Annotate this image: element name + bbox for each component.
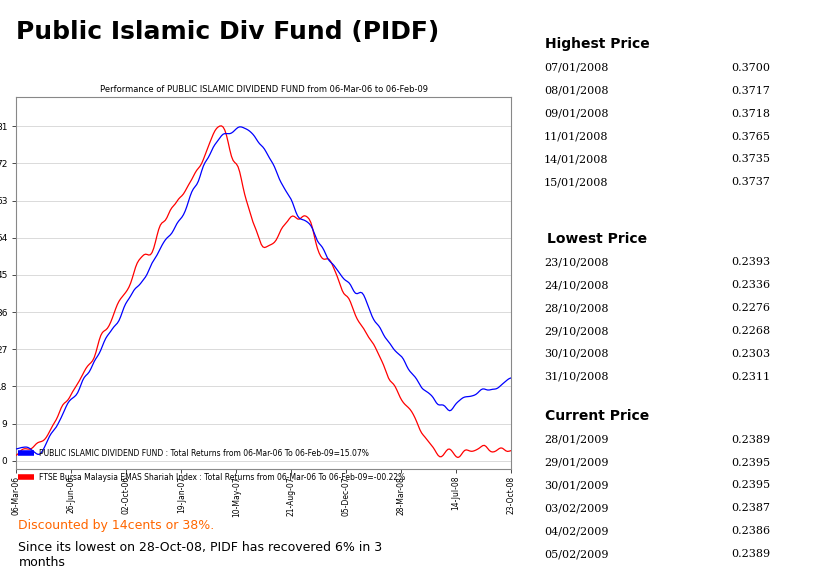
Text: 05/02/2009: 05/02/2009 (544, 549, 608, 559)
Text: 31/10/2008: 31/10/2008 (544, 372, 608, 382)
Text: 11/01/2008: 11/01/2008 (544, 132, 608, 141)
Text: 15/01/2008: 15/01/2008 (544, 177, 608, 187)
Text: 30/10/2008: 30/10/2008 (544, 349, 608, 359)
Text: FTSE Bursa Malaysia EMAS Shariah Index : Total Returns from 06-Mar-06 To 06-Feb-: FTSE Bursa Malaysia EMAS Shariah Index :… (39, 472, 405, 482)
Text: 0.2276: 0.2276 (732, 303, 770, 313)
Text: Public Islamic Div Fund (PIDF): Public Islamic Div Fund (PIDF) (16, 20, 440, 44)
Text: 09/01/2008: 09/01/2008 (544, 109, 608, 118)
Text: 30/01/2009: 30/01/2009 (544, 480, 608, 490)
Text: 0.2395: 0.2395 (732, 458, 770, 467)
Text: 28/01/2009: 28/01/2009 (544, 435, 608, 444)
Text: 0.2387: 0.2387 (732, 503, 770, 513)
Text: 14/01/2008: 14/01/2008 (544, 154, 608, 164)
Text: 29/01/2009: 29/01/2009 (544, 458, 608, 467)
Text: 0.3737: 0.3737 (732, 177, 770, 187)
Text: 0.2268: 0.2268 (732, 326, 770, 336)
Text: 28/10/2008: 28/10/2008 (544, 303, 608, 313)
Text: 07/01/2008: 07/01/2008 (544, 63, 608, 73)
Text: Discounted by 14cents or 38%.: Discounted by 14cents or 38%. (18, 519, 215, 532)
Text: 0.2393: 0.2393 (732, 257, 770, 267)
Text: Current Price: Current Price (545, 409, 649, 423)
Text: 23/10/2008: 23/10/2008 (544, 257, 608, 267)
Text: 0.2336: 0.2336 (732, 280, 770, 290)
Text: 03/02/2009: 03/02/2009 (544, 503, 608, 513)
Text: Since its lowest on 28-Oct-08, PIDF has recovered 6% in 3
months: Since its lowest on 28-Oct-08, PIDF has … (18, 541, 382, 569)
Text: 0.3718: 0.3718 (732, 109, 770, 118)
Text: 0.2311: 0.2311 (732, 372, 770, 382)
Text: Lowest Price: Lowest Price (547, 232, 648, 245)
Text: 0.2303: 0.2303 (732, 349, 770, 359)
Text: 08/01/2008: 08/01/2008 (544, 86, 608, 96)
Text: 24/10/2008: 24/10/2008 (544, 280, 608, 290)
Text: 0.3765: 0.3765 (732, 132, 770, 141)
Text: 0.3735: 0.3735 (732, 154, 770, 164)
Title: Performance of PUBLIC ISLAMIC DIVIDEND FUND from 06-Mar-06 to 06-Feb-09: Performance of PUBLIC ISLAMIC DIVIDEND F… (100, 85, 428, 94)
Text: Highest Price: Highest Price (545, 37, 650, 51)
Text: 29/10/2008: 29/10/2008 (544, 326, 608, 336)
Text: 0.3717: 0.3717 (732, 86, 770, 96)
Text: 0.2395: 0.2395 (732, 480, 770, 490)
Text: 0.2386: 0.2386 (732, 526, 770, 536)
Text: 0.2389: 0.2389 (732, 549, 770, 559)
Text: 04/02/2009: 04/02/2009 (544, 526, 608, 536)
Text: 0.2389: 0.2389 (732, 435, 770, 444)
Text: PUBLIC ISLAMIC DIVIDEND FUND : Total Returns from 06-Mar-06 To 06-Feb-09=15.07%: PUBLIC ISLAMIC DIVIDEND FUND : Total Ret… (39, 448, 369, 458)
Text: 0.3700: 0.3700 (732, 63, 770, 73)
